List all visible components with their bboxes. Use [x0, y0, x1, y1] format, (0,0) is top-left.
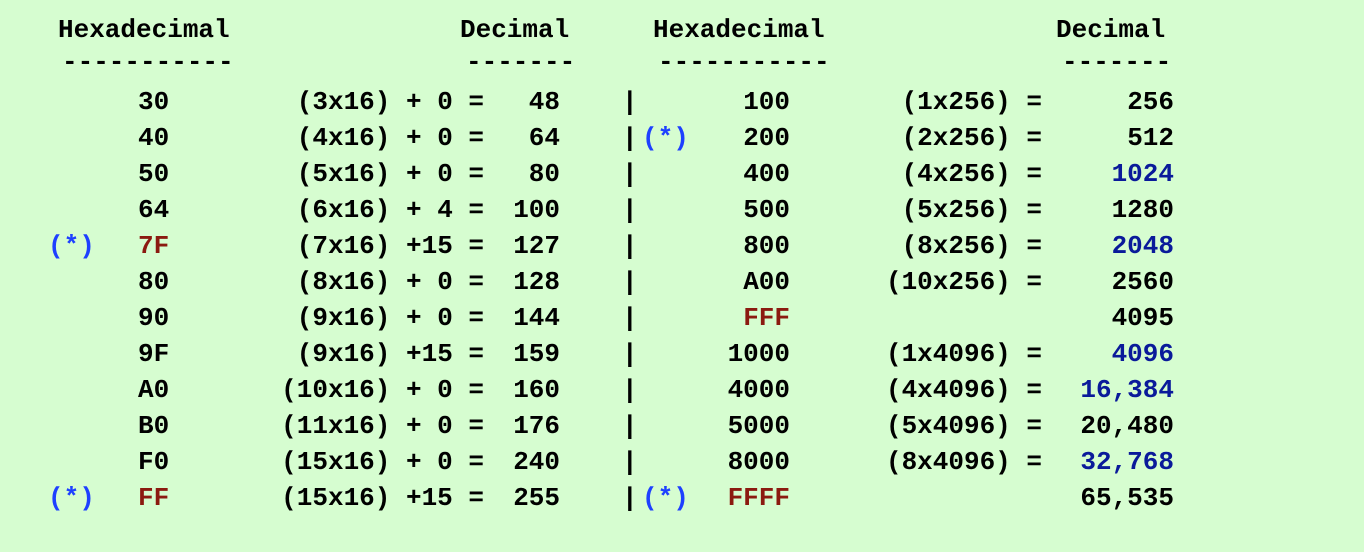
row-8-separator: | — [622, 339, 638, 369]
row-2-right-calc: (2x256) = — [901, 123, 1042, 153]
rule-hex-right: ----------- — [658, 47, 830, 77]
row-2-left-calc: (4x16) + 0 = — [296, 123, 484, 153]
row-12-right-decimal: 65,535 — [1080, 483, 1174, 513]
row-1-left-calc: (3x16) + 0 = — [296, 87, 484, 117]
row-8-right-decimal: 4096 — [1111, 339, 1174, 369]
row-11-right-calc: (8x4096) = — [885, 447, 1042, 477]
row-3-left-decimal: 80 — [528, 159, 560, 189]
row-2-left-hex: 40 — [138, 123, 170, 153]
row-3-right-decimal: 1024 — [1111, 159, 1174, 189]
row-8-left-decimal: 159 — [513, 339, 560, 369]
row-8-right-calc: (1x4096) = — [885, 339, 1042, 369]
row-8-left-hex: 9F — [138, 339, 170, 369]
row-7-right-hex: FFF — [743, 303, 790, 333]
row-5-separator: | — [622, 231, 638, 261]
row-11-left-decimal: 240 — [513, 447, 560, 477]
row-1-left-hex: 30 — [138, 87, 170, 117]
row-5-right-hex: 800 — [743, 231, 790, 261]
row-12-right-hex: FFFF — [727, 483, 790, 513]
row-12-right-marker: (*) — [642, 483, 689, 513]
row-12-left-decimal: 255 — [513, 483, 560, 513]
row-8-right-hex: 1000 — [727, 339, 790, 369]
row-6-left-decimal: 128 — [513, 267, 560, 297]
row-4-right-calc: (5x256) = — [901, 195, 1042, 225]
rule-hex-left: ----------- — [62, 47, 234, 77]
row-3-separator: | — [622, 159, 638, 189]
header-dec-left: Decimal — [460, 15, 570, 45]
row-10-left-hex: B0 — [138, 411, 170, 441]
row-2-left-decimal: 64 — [528, 123, 560, 153]
row-11-right-decimal: 32,768 — [1080, 447, 1174, 477]
row-2-right-decimal: 512 — [1127, 123, 1174, 153]
row-5-right-decimal: 2048 — [1111, 231, 1174, 261]
row-2-right-marker: (*) — [642, 123, 689, 153]
row-4-left-decimal: 100 — [513, 195, 560, 225]
header-hex-left: Hexadecimal — [58, 15, 230, 45]
row-9-separator: | — [622, 375, 638, 405]
row-5-right-calc: (8x256) = — [901, 231, 1042, 261]
rule-dec-right: ------- — [1062, 47, 1172, 77]
row-5-left-decimal: 127 — [513, 231, 560, 261]
row-9-left-decimal: 160 — [513, 375, 560, 405]
row-11-left-hex: F0 — [138, 447, 170, 477]
header-dec-right: Decimal — [1056, 15, 1166, 45]
row-4-separator: | — [622, 195, 638, 225]
row-12-left-calc: (15x16) +15 = — [281, 483, 484, 513]
row-2-separator: | — [622, 123, 638, 153]
row-5-left-calc: (7x16) +15 = — [296, 231, 484, 261]
header-hex-right: Hexadecimal — [653, 15, 825, 45]
row-1-right-decimal: 256 — [1127, 87, 1174, 117]
row-7-left-decimal: 144 — [513, 303, 560, 333]
row-10-separator: | — [622, 411, 638, 441]
row-6-right-decimal: 2560 — [1111, 267, 1174, 297]
row-9-right-hex: 4000 — [727, 375, 790, 405]
row-1-separator: | — [622, 87, 638, 117]
row-12-left-hex: FF — [138, 483, 170, 513]
row-4-right-decimal: 1280 — [1111, 195, 1174, 225]
row-6-separator: | — [622, 267, 638, 297]
row-4-left-hex: 64 — [138, 195, 170, 225]
row-11-separator: | — [622, 447, 638, 477]
row-1-left-decimal: 48 — [528, 87, 560, 117]
row-10-left-calc: (11x16) + 0 = — [281, 411, 484, 441]
row-7-right-decimal: 4095 — [1111, 303, 1174, 333]
row-6-right-hex: A00 — [743, 267, 790, 297]
row-7-left-calc: (9x16) + 0 = — [296, 303, 484, 333]
row-4-right-hex: 500 — [743, 195, 790, 225]
row-3-left-calc: (5x16) + 0 = — [296, 159, 484, 189]
row-4-left-calc: (6x16) + 4 = — [296, 195, 484, 225]
row-7-left-hex: 90 — [138, 303, 170, 333]
row-12-left-marker: (*) — [48, 483, 95, 513]
row-2-right-hex: 200 — [743, 123, 790, 153]
row-6-right-calc: (10x256) = — [885, 267, 1042, 297]
row-12-separator: | — [622, 483, 638, 513]
row-11-left-calc: (15x16) + 0 = — [281, 447, 484, 477]
rule-dec-left: ------- — [466, 47, 576, 77]
row-3-left-hex: 50 — [138, 159, 170, 189]
row-5-left-marker: (*) — [48, 231, 95, 261]
row-11-right-hex: 8000 — [727, 447, 790, 477]
row-9-right-decimal: 16,384 — [1080, 375, 1174, 405]
row-7-separator: | — [622, 303, 638, 333]
row-3-right-hex: 400 — [743, 159, 790, 189]
row-9-left-calc: (10x16) + 0 = — [281, 375, 484, 405]
row-10-right-hex: 5000 — [727, 411, 790, 441]
row-1-right-calc: (1x256) = — [901, 87, 1042, 117]
row-10-right-decimal: 20,480 — [1080, 411, 1174, 441]
row-8-left-calc: (9x16) +15 = — [296, 339, 484, 369]
row-5-left-hex: 7F — [138, 231, 170, 261]
row-9-right-calc: (4x4096) = — [885, 375, 1042, 405]
row-1-right-hex: 100 — [743, 87, 790, 117]
row-3-right-calc: (4x256) = — [901, 159, 1042, 189]
row-10-left-decimal: 176 — [513, 411, 560, 441]
row-9-left-hex: A0 — [138, 375, 170, 405]
row-6-left-hex: 80 — [138, 267, 170, 297]
row-10-right-calc: (5x4096) = — [885, 411, 1042, 441]
row-6-left-calc: (8x16) + 0 = — [296, 267, 484, 297]
